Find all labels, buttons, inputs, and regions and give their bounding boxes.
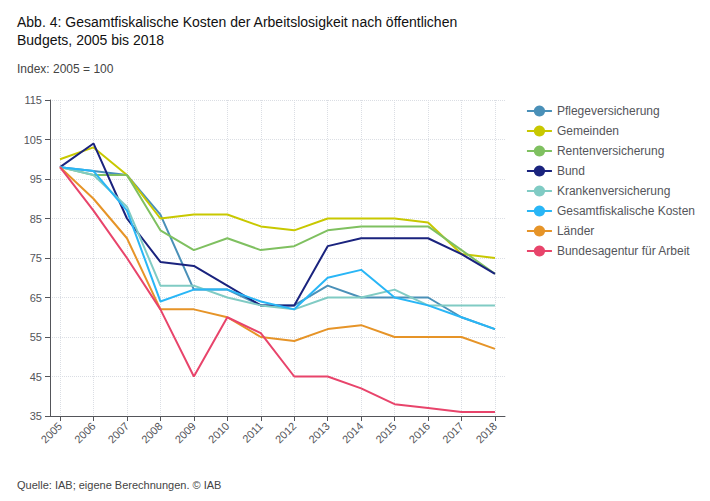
svg-text:2006: 2006 bbox=[72, 420, 98, 446]
svg-text:Rentenversicherung: Rentenversicherung bbox=[557, 144, 664, 158]
svg-text:Krankenversicherung: Krankenversicherung bbox=[557, 184, 670, 198]
svg-text:2015: 2015 bbox=[373, 420, 399, 446]
svg-text:2012: 2012 bbox=[273, 420, 299, 446]
svg-text:Bund: Bund bbox=[557, 164, 585, 178]
svg-text:2016: 2016 bbox=[407, 420, 433, 446]
svg-text:Bundesagentur für Arbeit: Bundesagentur für Arbeit bbox=[557, 244, 690, 258]
svg-text:Index: 2005 = 100: Index: 2005 = 100 bbox=[17, 62, 114, 76]
svg-text:2008: 2008 bbox=[139, 420, 165, 446]
svg-text:2010: 2010 bbox=[206, 420, 232, 446]
svg-text:Länder: Länder bbox=[557, 224, 594, 238]
svg-text:2007: 2007 bbox=[105, 420, 131, 446]
svg-text:Budgets, 2005 bis 2018: Budgets, 2005 bis 2018 bbox=[17, 32, 164, 48]
svg-text:2009: 2009 bbox=[172, 420, 198, 446]
svg-text:115: 115 bbox=[24, 94, 42, 106]
svg-text:2018: 2018 bbox=[473, 420, 499, 446]
svg-text:2013: 2013 bbox=[306, 420, 332, 446]
svg-text:2017: 2017 bbox=[440, 420, 466, 446]
svg-text:2011: 2011 bbox=[240, 420, 265, 445]
svg-text:Gesamtfiskalische Kosten: Gesamtfiskalische Kosten bbox=[557, 204, 695, 218]
svg-text:Quelle: IAB; eigene Berechnung: Quelle: IAB; eigene Berechnungen. © IAB bbox=[17, 479, 221, 491]
svg-text:2005: 2005 bbox=[39, 420, 65, 446]
svg-text:75: 75 bbox=[30, 252, 42, 264]
svg-text:Gemeinden: Gemeinden bbox=[557, 124, 619, 138]
svg-text:35: 35 bbox=[30, 410, 42, 422]
svg-text:85: 85 bbox=[30, 213, 42, 225]
svg-text:2014: 2014 bbox=[340, 420, 366, 446]
svg-text:95: 95 bbox=[30, 173, 42, 185]
svg-text:Pflegeversicherung: Pflegeversicherung bbox=[557, 104, 660, 118]
svg-text:65: 65 bbox=[30, 292, 42, 304]
svg-text:45: 45 bbox=[30, 371, 42, 383]
svg-text:105: 105 bbox=[24, 134, 42, 146]
svg-text:55: 55 bbox=[30, 331, 42, 343]
svg-text:Abb. 4: Gesamtfiskalische Kost: Abb. 4: Gesamtfiskalische Kosten der Arb… bbox=[17, 14, 457, 30]
